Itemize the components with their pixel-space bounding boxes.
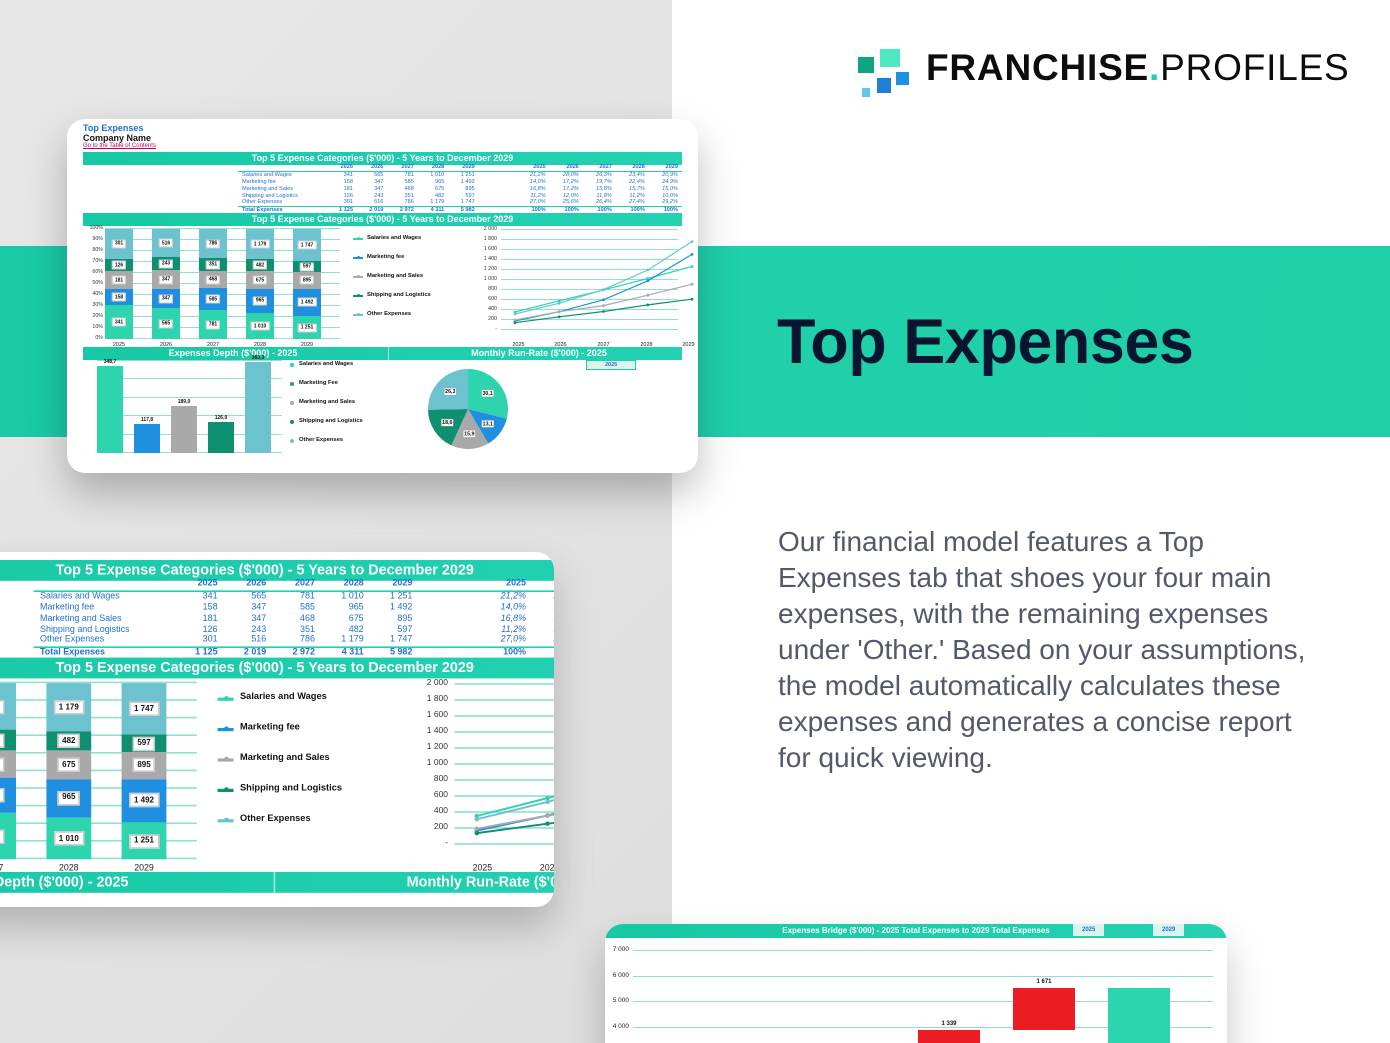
svg-text:30,1: 30,1 bbox=[482, 391, 492, 397]
svg-text:15,9: 15,9 bbox=[464, 431, 474, 437]
svg-text:18,6: 18,6 bbox=[442, 420, 452, 426]
svg-text:13,1: 13,1 bbox=[483, 421, 493, 427]
svg-text:26,3: 26,3 bbox=[445, 389, 455, 395]
